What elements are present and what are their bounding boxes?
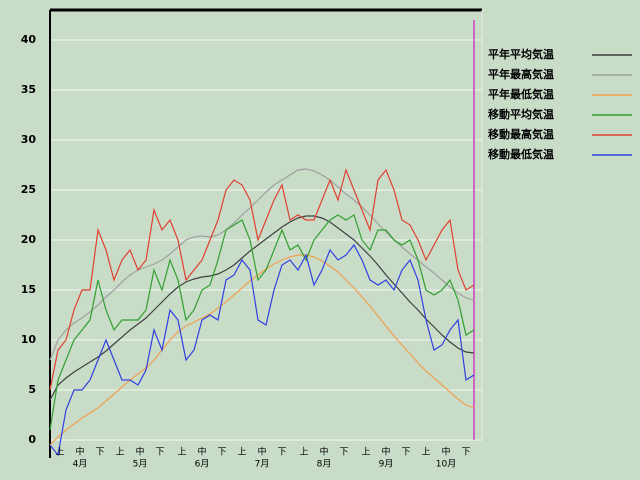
y-tick-label: 30 bbox=[21, 133, 37, 146]
month-label: 4月 bbox=[73, 459, 88, 470]
x-tick-label: 中 bbox=[319, 446, 328, 458]
x-tick-label: 下 bbox=[277, 448, 286, 458]
month-label: 9月 bbox=[379, 459, 394, 470]
x-tick-label: 下 bbox=[339, 448, 348, 458]
x-tick-label: 中 bbox=[441, 446, 450, 458]
series-line bbox=[49, 243, 475, 457]
x-tick-label: 中 bbox=[197, 446, 206, 458]
y-tick-label: 40 bbox=[21, 33, 37, 46]
x-tick-label: 上 bbox=[299, 447, 308, 458]
x-tick-label: 上 bbox=[177, 447, 186, 458]
x-tick-label: 上 bbox=[237, 447, 246, 458]
legend-label: 平年最高気温 bbox=[488, 67, 554, 81]
x-tick-label: 上 bbox=[115, 447, 124, 458]
x-tick-label: 下 bbox=[461, 448, 470, 458]
x-tick-label: 上 bbox=[421, 447, 430, 458]
y-tick-label: 25 bbox=[21, 183, 36, 196]
month-label: 10月 bbox=[436, 459, 456, 470]
month-label: 6月 bbox=[195, 459, 210, 470]
x-tick-label: 上 bbox=[361, 447, 370, 458]
x-tick-label: 上 bbox=[55, 447, 64, 458]
series-line bbox=[49, 168, 475, 391]
legend-label: 移動最高気温 bbox=[488, 127, 554, 141]
y-tick-label: 15 bbox=[21, 283, 36, 296]
legend-label: 平年平均気温 bbox=[488, 47, 554, 61]
month-label: 7月 bbox=[255, 459, 270, 470]
y-tick-label: 35 bbox=[21, 83, 36, 96]
y-tick-label: 5 bbox=[28, 383, 36, 396]
month-label: 5月 bbox=[133, 459, 148, 470]
legend-label: 移動最低気温 bbox=[488, 147, 554, 161]
y-tick-label: 0 bbox=[28, 433, 36, 446]
legend-label: 移動平均気温 bbox=[488, 107, 554, 121]
series-line bbox=[49, 214, 475, 431]
legend-label: 平年最低気温 bbox=[488, 87, 554, 101]
month-label: 8月 bbox=[317, 459, 332, 470]
x-tick-label: 中 bbox=[257, 446, 266, 458]
y-tick-label: 20 bbox=[21, 233, 37, 246]
x-tick-label: 下 bbox=[401, 448, 410, 458]
x-tick-label: 中 bbox=[135, 446, 144, 458]
series-line bbox=[49, 168, 475, 361]
x-tick-label: 下 bbox=[95, 448, 104, 458]
x-tick-label: 下 bbox=[155, 448, 164, 458]
x-tick-label: 中 bbox=[381, 446, 390, 458]
y-tick-label: 10 bbox=[21, 333, 37, 346]
x-tick-label: 中 bbox=[75, 446, 84, 458]
series-line bbox=[49, 215, 475, 401]
series-line bbox=[49, 254, 475, 446]
x-tick-label: 下 bbox=[217, 448, 226, 458]
